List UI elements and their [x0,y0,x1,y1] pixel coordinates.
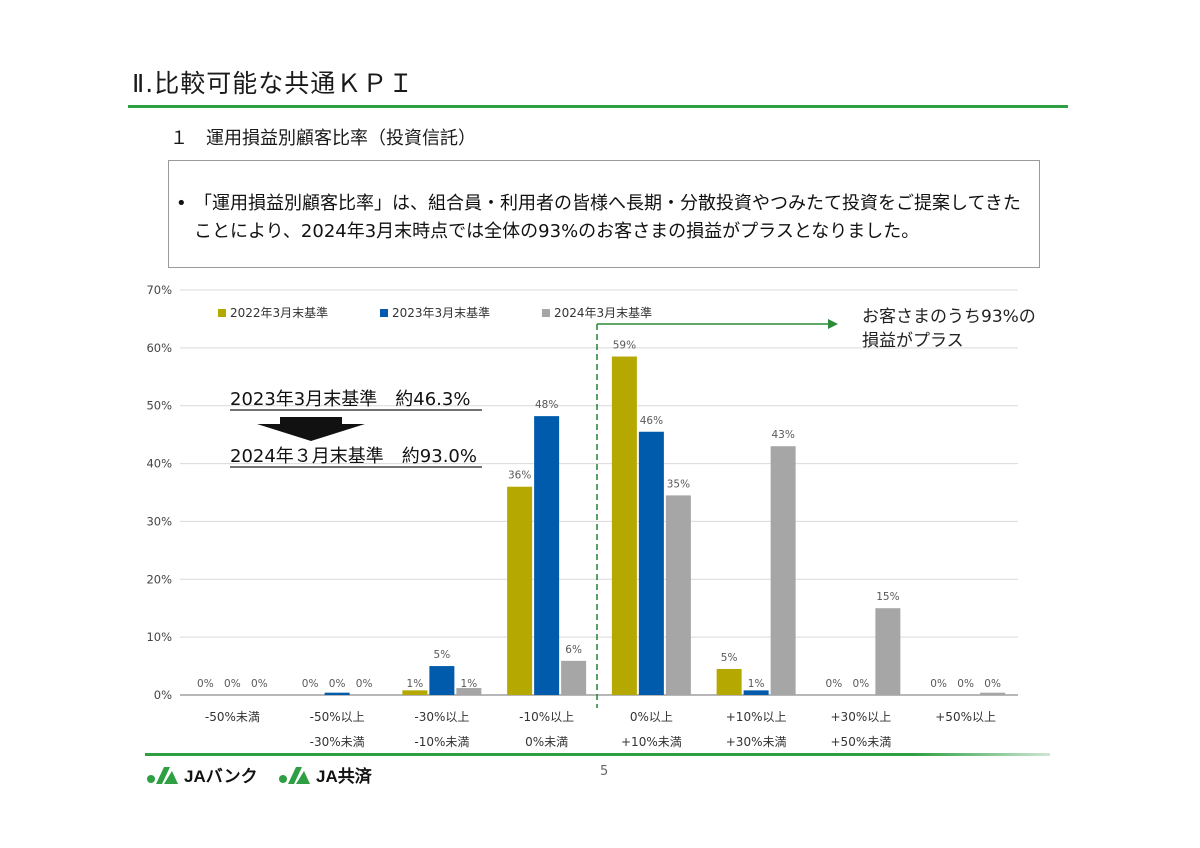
section-subtitle: １ 運用損益別顧客比率（投資信託） [170,128,476,149]
y-tick-label: 20% [146,572,172,586]
data-label: 6% [565,644,582,656]
x-tick-label: +50%未満 [831,735,892,749]
summary-callout-text-wrapper: • 「運用損益別顧客比率」は、組合員・利用者の皆様へ長期・分散投資やつみたて投資… [176,190,1034,246]
bar [875,608,901,695]
bar [980,692,1006,695]
data-label: 1% [461,678,478,690]
x-tick-label: -50%未満 [205,710,260,724]
x-tick-label: -30%未満 [310,735,365,749]
data-label: 0% [251,678,268,690]
ja-mark-icon [147,766,178,784]
y-tick-label: 50% [146,399,172,413]
x-tick-label: -30%以上 [414,710,469,724]
data-label: 46% [640,415,663,427]
y-tick-label: 0% [154,688,172,702]
data-label: 0% [853,678,870,690]
data-label: 43% [771,429,794,441]
customer-ratio-bar-chart: 0% 10% 20% 30% 40% 50% 60% 70% -50%未満 0% 0% 0% -50%以… [146,283,1036,749]
bar [611,356,637,695]
data-label: 36% [508,470,531,482]
data-label: 0% [224,678,241,690]
data-label: 59% [613,340,636,352]
data-label: 35% [667,478,690,490]
ja-kyosai-logo: JA共済 [278,762,372,787]
page-number: 5 [600,764,609,779]
title-divider [128,105,1068,108]
legend-swatch [218,309,226,317]
data-label: 1% [748,678,765,690]
ja-mark-icon [279,766,310,784]
bar [716,668,742,695]
bar [429,666,455,695]
bar [638,431,664,695]
x-tick-label: +30%以上 [831,710,892,724]
legend-label: 2022年3月末基準 [230,305,328,320]
y-tick-label: 60% [146,341,172,355]
data-label: 0% [930,678,947,690]
x-tick-label: +30%未満 [726,735,787,749]
data-label: 0% [197,678,214,690]
x-tick-label: -10%以上 [519,710,574,724]
bar [507,486,533,695]
x-tick-label: +10%未満 [621,735,682,749]
data-label: 1% [407,678,424,690]
plus-annotation: お客さまのうち93%の [862,307,1036,327]
data-label: 0% [957,678,974,690]
page-title: Ⅱ.比較可能な共通ＫＰＩ [132,69,415,98]
ja-bank-logo: JAバンク [146,762,258,787]
x-tick-label: -50%以上 [310,710,365,724]
ja-kyosai-logo-text: JA共済 [316,767,372,786]
bar [561,660,587,695]
data-label: 5% [721,652,738,664]
data-label: 0% [826,678,843,690]
x-tick-label: -10%未満 [414,735,469,749]
summary-callout-box [168,160,1040,268]
bullet-icon: • [176,193,187,214]
bar [665,495,691,695]
data-label: 0% [984,678,1001,690]
y-tick-label: 70% [146,283,172,297]
compare-line-2023: 2023年3月末基準 約46.3% [230,389,470,410]
bar [534,416,560,695]
bar [770,446,796,695]
summary-callout-text: 「運用損益別顧客比率」は、組合員・利用者の皆様へ長期・分散投資やつみたて投資をご… [194,193,1021,242]
bar [324,692,350,695]
ja-bank-logo-text: JAバンク [184,767,258,786]
down-arrow-icon [257,417,365,441]
y-tick-label: 10% [146,630,172,644]
y-tick-label: 30% [146,514,172,528]
data-label: 5% [434,649,451,661]
plus-arrow-head [828,319,838,329]
data-label: 0% [356,678,373,690]
x-tick-label: +10%以上 [726,710,787,724]
compare-line-2024: 2024年３月末基準 約93.0% [230,446,477,467]
data-label: 48% [535,399,558,411]
bar [743,690,769,695]
legend-swatch [542,309,550,317]
x-tick-label: 0%以上 [630,710,673,724]
bar [456,688,482,695]
plus-annotation: 損益がプラス [862,331,964,351]
footer-divider [145,753,1050,756]
data-label: 0% [329,678,346,690]
data-label: 0% [302,678,319,690]
legend-swatch [380,309,388,317]
x-tick-label: +50%以上 [935,710,996,724]
legend-label: 2023年3月末基準 [392,305,490,320]
x-tick-label: 0%未満 [525,735,568,749]
bar [402,690,428,695]
data-label: 15% [876,591,899,603]
y-tick-label: 40% [146,457,172,471]
legend-label: 2024年3月末基準 [554,305,652,320]
